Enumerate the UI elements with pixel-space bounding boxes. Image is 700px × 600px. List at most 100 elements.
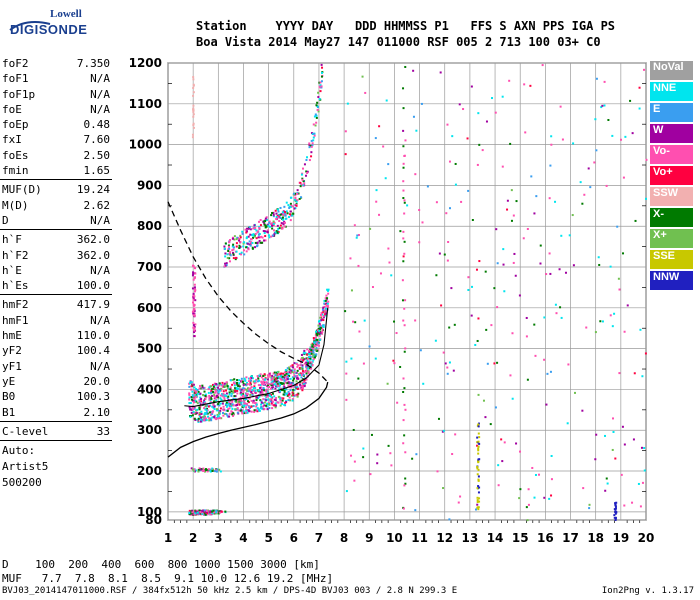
echo-dot bbox=[239, 240, 242, 243]
echo-dot bbox=[622, 176, 625, 179]
echo-dot bbox=[206, 509, 209, 512]
echo-dot bbox=[305, 170, 308, 173]
echo-dot bbox=[216, 413, 219, 416]
echo-dot bbox=[549, 370, 552, 373]
echo-dot bbox=[287, 373, 290, 376]
echo-dot bbox=[237, 384, 240, 387]
echo-dot bbox=[317, 331, 320, 334]
echo-dot bbox=[393, 362, 396, 365]
echo-dot bbox=[259, 399, 262, 402]
echo-dot bbox=[193, 286, 196, 289]
echo-dot bbox=[305, 357, 308, 360]
echo-dot bbox=[276, 214, 279, 217]
param-row: h`Es 100.0 bbox=[0, 278, 112, 293]
echo-dot bbox=[252, 389, 255, 392]
echo-dot bbox=[291, 376, 294, 379]
echo-dot bbox=[308, 352, 311, 355]
echo-dot bbox=[225, 392, 228, 395]
echo-dot bbox=[248, 380, 251, 383]
param-name: B1 bbox=[2, 405, 16, 419]
echo-dot bbox=[320, 86, 323, 89]
echo-dot bbox=[223, 265, 226, 268]
echo-dot bbox=[229, 386, 232, 389]
echo-dot bbox=[643, 68, 646, 71]
echo-dot bbox=[280, 402, 283, 405]
echo-dot bbox=[260, 381, 263, 384]
echo-dot bbox=[205, 411, 208, 414]
echo-dot bbox=[262, 387, 265, 390]
version-text: Ion2Png v. 1.3.17 bbox=[601, 586, 694, 596]
echo-dot bbox=[247, 404, 250, 407]
echo-dot bbox=[289, 386, 292, 389]
echo-dot bbox=[303, 379, 306, 382]
echo-dot bbox=[526, 227, 529, 230]
echo-dot bbox=[611, 325, 614, 328]
echo-dot bbox=[218, 401, 221, 404]
echo-dot bbox=[496, 361, 499, 364]
param-row: hmF1 N/A bbox=[0, 313, 112, 328]
echo-dot bbox=[640, 446, 643, 449]
echo-dot bbox=[554, 200, 557, 203]
echo-dot bbox=[239, 409, 242, 412]
echo-dot bbox=[231, 249, 234, 252]
echo-dot bbox=[250, 238, 253, 241]
echo-dot bbox=[466, 137, 469, 140]
echo-dot bbox=[566, 422, 569, 425]
echo-dot bbox=[231, 400, 234, 403]
echo-dot bbox=[245, 392, 248, 395]
echo-dot bbox=[236, 388, 239, 391]
echo-dot bbox=[220, 510, 223, 513]
echo-dot bbox=[191, 136, 194, 139]
echo-dot bbox=[474, 343, 477, 346]
echo-dot bbox=[223, 394, 226, 397]
echo-dot bbox=[290, 369, 293, 372]
y-tick-label: 80 bbox=[145, 513, 162, 527]
echo-dot bbox=[282, 218, 285, 221]
echo-dot bbox=[223, 247, 226, 250]
echo-dot bbox=[284, 387, 287, 390]
echo-dot bbox=[294, 196, 297, 199]
echo-dot bbox=[254, 246, 257, 249]
echo-dot bbox=[252, 399, 255, 402]
echo-dot bbox=[420, 102, 423, 105]
echo-dot bbox=[230, 395, 233, 398]
echo-dot bbox=[476, 467, 479, 470]
echo-dot bbox=[320, 63, 323, 66]
echo-dot bbox=[210, 391, 213, 394]
echo-dot bbox=[288, 205, 291, 208]
echo-dot bbox=[282, 223, 285, 226]
echo-dot bbox=[559, 306, 562, 309]
echo-dot bbox=[302, 373, 305, 376]
echo-dot bbox=[525, 316, 528, 319]
echo-dot bbox=[363, 319, 366, 322]
echo-dot bbox=[454, 433, 457, 436]
echo-dot bbox=[195, 396, 198, 399]
echo-dot bbox=[527, 488, 530, 491]
echo-dot bbox=[192, 278, 195, 281]
echo-dot bbox=[395, 332, 398, 335]
echo-dot bbox=[316, 334, 319, 337]
echo-dot bbox=[256, 375, 259, 378]
echo-dot bbox=[271, 403, 274, 406]
echo-dot bbox=[289, 377, 292, 380]
echo-dot bbox=[208, 419, 211, 422]
echo-dot bbox=[195, 390, 198, 393]
echo-dot bbox=[264, 377, 267, 380]
echo-dot bbox=[238, 403, 241, 406]
echo-dot bbox=[320, 75, 323, 78]
echo-dot bbox=[192, 394, 195, 397]
echo-dot bbox=[264, 217, 267, 220]
echo-dot bbox=[321, 311, 324, 314]
echo-dot bbox=[265, 390, 268, 393]
echo-dot bbox=[616, 225, 619, 228]
echo-dot bbox=[286, 367, 289, 370]
echo-dot bbox=[191, 394, 194, 397]
echo-dot bbox=[201, 384, 204, 387]
echo-dot bbox=[291, 371, 294, 374]
echo-dot bbox=[263, 239, 266, 242]
echo-dot bbox=[242, 410, 245, 413]
echo-dot bbox=[303, 358, 306, 361]
echo-dot bbox=[304, 352, 307, 355]
echo-dot bbox=[644, 352, 647, 355]
echo-dot bbox=[281, 389, 284, 392]
